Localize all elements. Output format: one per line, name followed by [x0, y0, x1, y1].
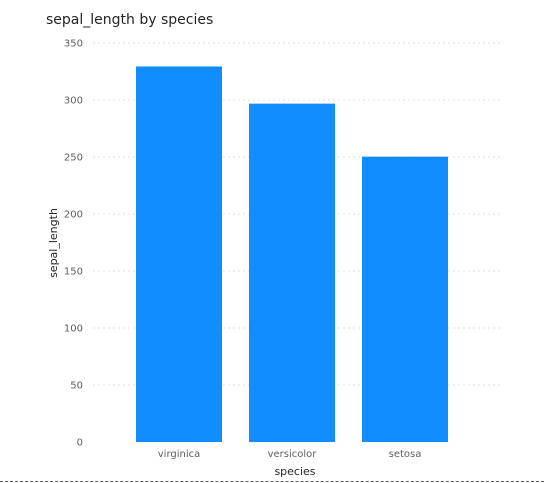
- y-tick-label: 150: [64, 267, 83, 278]
- y-tick-label: 250: [64, 153, 83, 164]
- y-axis-ticks: 0 50 100 150 200 250 300 350: [64, 39, 83, 449]
- visual-border: [0, 481, 544, 482]
- x-tick-label: virginica: [158, 449, 201, 460]
- x-tick-label: versicolor: [268, 449, 318, 460]
- chart-title: sepal_length by species: [46, 12, 214, 28]
- y-tick-label: 350: [64, 39, 83, 50]
- bars: [136, 66, 448, 442]
- x-axis-title: species: [274, 465, 315, 478]
- y-tick-label: 200: [64, 210, 83, 221]
- y-tick-label: 100: [64, 324, 83, 335]
- y-axis-title: sepal_length: [47, 208, 60, 278]
- bar-versicolor[interactable]: [249, 103, 335, 442]
- y-tick-label: 50: [70, 381, 83, 392]
- bar-setosa[interactable]: [362, 156, 448, 442]
- x-axis-ticks: virginica versicolor setosa: [158, 449, 422, 460]
- bar-virginica[interactable]: [136, 66, 222, 442]
- y-tick-label: 0: [77, 438, 83, 449]
- x-tick-label: setosa: [389, 449, 422, 460]
- y-tick-label: 300: [64, 96, 83, 107]
